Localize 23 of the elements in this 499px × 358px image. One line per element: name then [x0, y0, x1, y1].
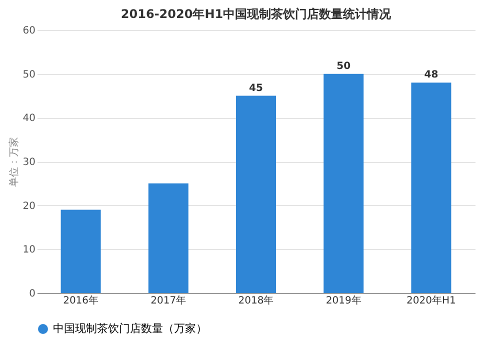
y-tick-label: 50 — [22, 69, 36, 80]
x-tick-label: 2017年 — [150, 294, 186, 306]
bar — [148, 183, 188, 293]
legend-label: 中国现制茶饮门店数量（万家） — [53, 322, 207, 335]
bar — [324, 74, 364, 293]
y-tick-label: 40 — [22, 113, 36, 124]
y-tick-label: 60 — [22, 26, 36, 36]
y-tick-label: 20 — [22, 200, 36, 212]
data-label: 48 — [424, 70, 438, 81]
x-tick-label: 2016年 — [63, 294, 99, 306]
y-tick-label: 10 — [22, 244, 36, 256]
x-tick-label: 2020年H1 — [406, 294, 456, 306]
x-tick-label: 2018年 — [238, 294, 274, 306]
data-label: 50 — [336, 60, 351, 72]
x-tick-label: 2019年 — [326, 294, 362, 306]
y-tick-label: 0 — [29, 288, 36, 300]
data-label: 45 — [249, 82, 263, 94]
bar — [236, 96, 276, 293]
bar — [60, 210, 101, 293]
bar — [411, 82, 452, 293]
chart-title: 2016-2020年H1中国现制茶饮门店数量统计情况 — [120, 7, 392, 21]
y-axis-title: 单位：万家 — [8, 137, 20, 187]
y-tick-label: 30 — [22, 157, 36, 168]
